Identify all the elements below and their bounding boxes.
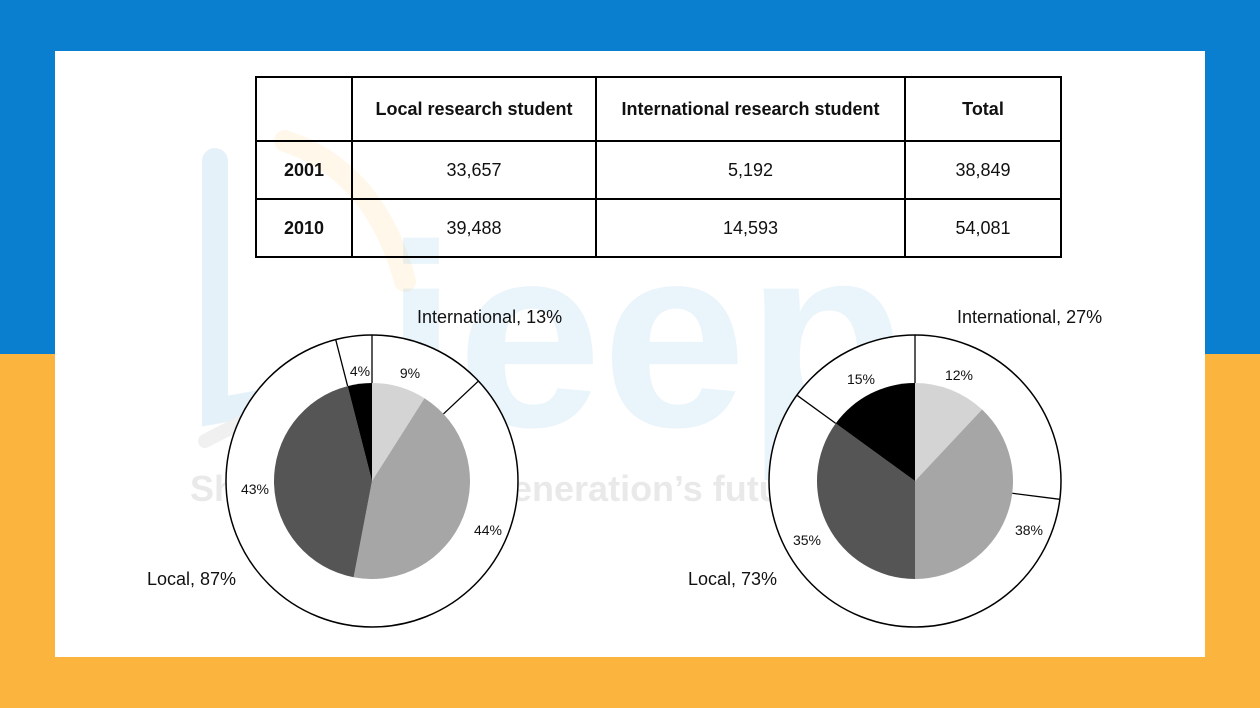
- table-header-local: Local research student: [351, 76, 597, 142]
- content-card: ieep Shaping the next generation’s futur…: [55, 51, 1205, 657]
- pie-1-slice-label: 9%: [400, 365, 420, 381]
- table-row: 2010 39,488 14,593 54,081: [255, 198, 1062, 258]
- pie-1-slice: [274, 386, 372, 578]
- table-header-corner: [255, 76, 353, 142]
- pie-2-slice-label: 35%: [793, 532, 821, 548]
- table-cell-local: 33,657: [351, 140, 597, 200]
- table-row: 2001 33,657 5,192 38,849: [255, 140, 1062, 200]
- pie-2-outer-divider: [796, 394, 837, 424]
- pie-2-slice: [915, 383, 983, 481]
- pie-2-slice: [835, 382, 915, 481]
- pie-1-slice-label: 44%: [474, 522, 502, 538]
- table-cell-year: 2010: [255, 198, 353, 258]
- pie-2-slice: [915, 409, 1013, 579]
- pie-2-outer-label: Local, 73%: [688, 569, 777, 589]
- table-cell-total: 38,849: [904, 140, 1062, 200]
- table-cell-total: 54,081: [904, 198, 1062, 258]
- pie-1-slice: [353, 398, 470, 579]
- table-header-total: Total: [904, 76, 1062, 142]
- pie-2-slice: [817, 423, 915, 579]
- table-cell-year: 2001: [255, 140, 353, 200]
- pie-2-slice-label: 38%: [1015, 522, 1043, 538]
- pie-charts: International, 13% Local, 87% 9% 44% 43% 4% In…: [147, 307, 1102, 628]
- pie-2-outer-divider: [1012, 492, 1060, 500]
- pie-2-slice-label: 15%: [847, 371, 875, 387]
- pie-1-slice-label: 4%: [350, 363, 370, 379]
- table-cell-local: 39,488: [351, 198, 597, 258]
- table-cell-international: 14,593: [595, 198, 906, 258]
- table-header-international: International research student: [595, 76, 906, 142]
- pie-1-outer-divider: [335, 339, 349, 387]
- pie-1-outer-label: International, 13%: [417, 307, 562, 327]
- research-student-table: Local research student International res…: [255, 76, 1062, 258]
- pie-2-outer-label: International, 27%: [957, 307, 1102, 327]
- pie-1-outer-label: Local, 87%: [147, 569, 236, 589]
- pie-1-outer-divider: [442, 380, 479, 415]
- pie-1-slice: [372, 383, 425, 481]
- pie-2-slice-label: 12%: [945, 367, 973, 383]
- pie-1-slice-label: 43%: [241, 481, 269, 497]
- table-cell-international: 5,192: [595, 140, 906, 200]
- table-header-row: Local research student International res…: [255, 76, 1062, 142]
- pie-1-slice: [347, 383, 372, 481]
